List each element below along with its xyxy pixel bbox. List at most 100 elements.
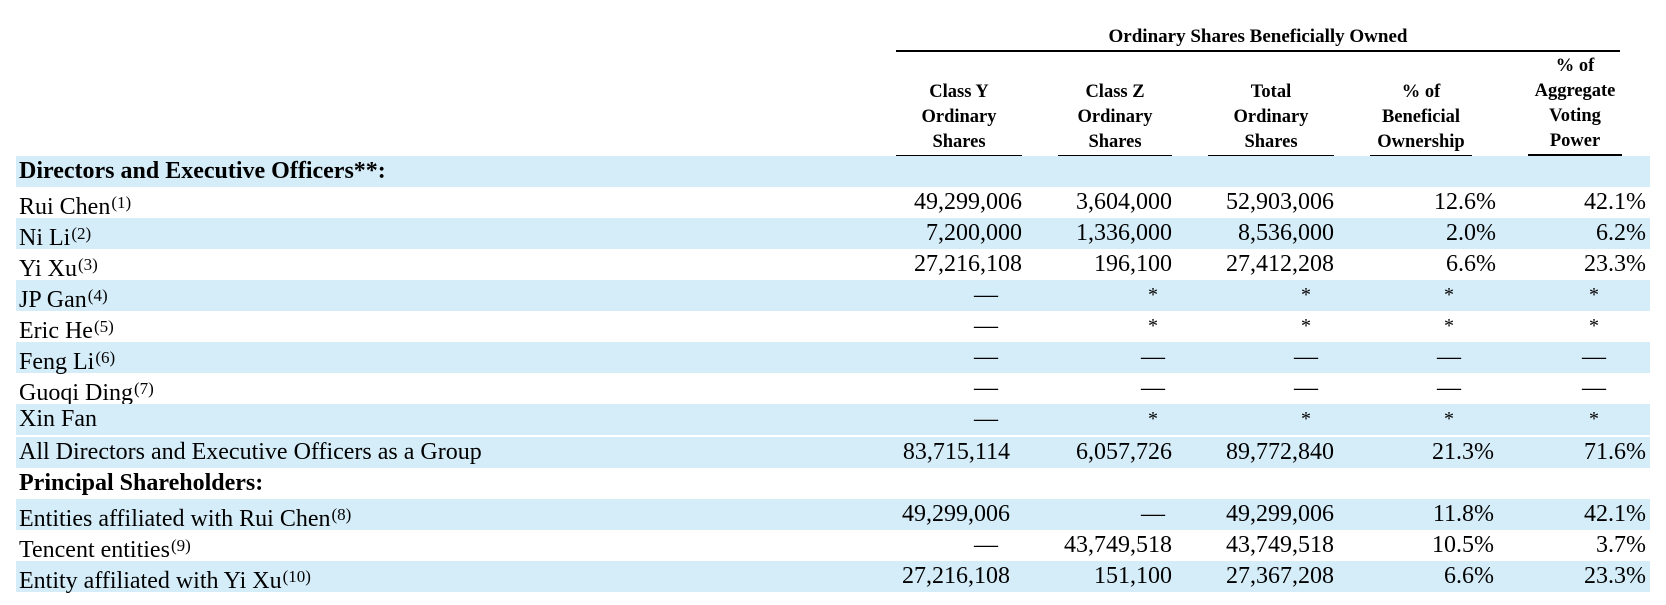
- cell-voting-pct: *: [1589, 284, 1599, 306]
- cell-class-z: —: [1141, 375, 1165, 401]
- cell-voting-pct: 23.3%: [1584, 251, 1646, 277]
- column-header-line: Class Y: [929, 82, 989, 102]
- footnote-ref: (9): [170, 536, 191, 555]
- cell-class-z: *: [1148, 315, 1158, 337]
- cell-class-y: 27,216,108: [902, 563, 1010, 589]
- column-header-line: Ownership: [1377, 132, 1465, 152]
- cell-voting-pct: 3.7%: [1596, 532, 1646, 558]
- cell-total: *: [1301, 315, 1311, 337]
- column-header-line: Ordinary: [921, 107, 997, 127]
- row-label-text: Feng Li: [19, 349, 95, 375]
- cell-class-y: —: [974, 406, 998, 432]
- row-label-text: Yi Xu: [19, 256, 78, 282]
- column-header-voting-pct: % of Aggregate Voting Power: [1528, 54, 1622, 156]
- cell-voting-pct: 23.3%: [1584, 563, 1646, 589]
- row-label: Guoqi Ding(7): [19, 373, 154, 406]
- cell-class-y: 49,299,006: [914, 189, 1022, 215]
- column-header-line: Ordinary: [1077, 107, 1153, 127]
- row-label-text: Guoqi Ding: [19, 380, 133, 406]
- cell-total: 52,903,006: [1226, 189, 1334, 215]
- footnote-ref: (3): [78, 255, 98, 274]
- row-label-text: Entities affiliated with Rui Chen: [19, 506, 331, 532]
- row-label-text: Principal Shareholders:: [19, 470, 264, 496]
- table-row: JP Gan(4) — * * * *: [16, 280, 1650, 313]
- row-label: Entities affiliated with Rui Chen(8): [19, 499, 352, 532]
- cell-class-z: 6,057,726: [1076, 439, 1172, 465]
- cell-beneficial-pct: *: [1444, 284, 1454, 306]
- column-header-line: Beneficial: [1381, 107, 1461, 127]
- cell-class-z: —: [1141, 344, 1165, 370]
- table-row: Ni Li(2) 7,200,000 1,336,000 8,536,000 2.0% 6…: [16, 218, 1650, 251]
- table-row: Tencent entities(9) — 43,749,518 43,749,518…: [16, 530, 1650, 563]
- table-row: Entity affiliated with Yi Xu(10) 27,216,1…: [16, 561, 1650, 594]
- footnote-ref: (2): [71, 224, 92, 243]
- cell-voting-pct: 71.6%: [1584, 439, 1646, 465]
- cell-beneficial-pct: *: [1444, 408, 1454, 430]
- column-header-line: Shares: [1244, 132, 1298, 152]
- column-header-line: Shares: [1088, 132, 1142, 152]
- cell-class-y: 7,200,000: [926, 220, 1022, 246]
- cell-class-y: —: [974, 313, 998, 339]
- cell-total: 8,536,000: [1238, 220, 1334, 246]
- row-label-text: Directors and Executive Officers**:: [19, 158, 386, 184]
- cell-voting-pct: *: [1589, 315, 1599, 337]
- row-label: Feng Li(6): [19, 342, 116, 375]
- cell-voting-pct: —: [1582, 344, 1606, 370]
- cell-total: 49,299,006: [1226, 501, 1334, 527]
- footnote-ref: (1): [111, 193, 132, 212]
- row-label: Eric He(5): [19, 311, 114, 344]
- column-header-line: % of: [1401, 82, 1441, 102]
- column-header-line: Voting: [1549, 106, 1601, 126]
- cell-class-z: 196,100: [1094, 251, 1172, 277]
- cell-voting-pct: —: [1582, 375, 1606, 401]
- cell-class-y: —: [974, 375, 998, 401]
- section-header-row: Directors and Executive Officers**:: [16, 156, 1650, 187]
- column-header-line: Class Z: [1085, 82, 1145, 102]
- cell-voting-pct: *: [1589, 408, 1599, 430]
- cell-class-z: 3,604,000: [1076, 189, 1172, 215]
- row-label-text: JP Gan: [19, 287, 87, 313]
- cell-voting-pct: 6.2%: [1596, 220, 1646, 246]
- table-row: Guoqi Ding(7) — — — — —: [16, 373, 1650, 406]
- footnote-ref: (8): [331, 505, 352, 524]
- table-row: Entities affiliated with Rui Chen(8) 49,2…: [16, 499, 1650, 532]
- cell-beneficial-pct: 11.8%: [1432, 501, 1494, 527]
- cell-beneficial-pct: —: [1437, 344, 1461, 370]
- footnote-ref: (6): [95, 348, 116, 367]
- row-label-text: Entity affiliated with Yi Xu: [19, 568, 282, 594]
- row-label-text: Ni Li: [19, 225, 71, 251]
- row-label-text: Xin Fan: [19, 406, 97, 432]
- column-header-line: Power: [1549, 131, 1601, 151]
- cell-total: *: [1301, 284, 1311, 306]
- cell-class-z: 151,100: [1094, 563, 1172, 589]
- cell-class-y: —: [974, 532, 998, 558]
- cell-class-y: —: [974, 344, 998, 370]
- cell-beneficial-pct: 2.0%: [1446, 220, 1496, 246]
- row-label: JP Gan(4): [19, 280, 108, 313]
- cell-beneficial-pct: —: [1437, 375, 1461, 401]
- section-label: Principal Shareholders:: [19, 468, 263, 499]
- column-header-line: Shares: [932, 132, 986, 152]
- cell-total: —: [1294, 344, 1318, 370]
- cell-class-z: *: [1148, 408, 1158, 430]
- column-header-beneficial-pct: % of Beneficial Ownership: [1370, 80, 1472, 157]
- group-header: Ordinary Shares Beneficially Owned: [896, 26, 1620, 52]
- cell-beneficial-pct: 21.3%: [1432, 439, 1494, 465]
- section-header-row: Principal Shareholders:: [16, 468, 1650, 499]
- table-row: All Directors and Executive Officers as …: [16, 437, 1650, 468]
- column-header-class-y: Class Y Ordinary Shares: [896, 80, 1022, 157]
- cell-total: —: [1294, 375, 1318, 401]
- cell-class-z: 43,749,518: [1064, 532, 1172, 558]
- cell-beneficial-pct: 12.6%: [1434, 189, 1496, 215]
- row-label: All Directors and Executive Officers as …: [19, 437, 482, 468]
- row-label: Tencent entities(9): [19, 530, 191, 563]
- cell-beneficial-pct: 10.5%: [1432, 532, 1494, 558]
- cell-class-z: —: [1141, 501, 1165, 527]
- table-row: Eric He(5) — * * * *: [16, 311, 1650, 344]
- row-label: Yi Xu(3): [19, 249, 98, 282]
- row-label: Entity affiliated with Yi Xu(10): [19, 561, 311, 594]
- footnote-ref: (10): [282, 567, 311, 586]
- cell-voting-pct: 42.1%: [1584, 189, 1646, 215]
- cell-beneficial-pct: *: [1444, 315, 1454, 337]
- table-row: Rui Chen(1) 49,299,006 3,604,000 52,903,006…: [16, 187, 1650, 220]
